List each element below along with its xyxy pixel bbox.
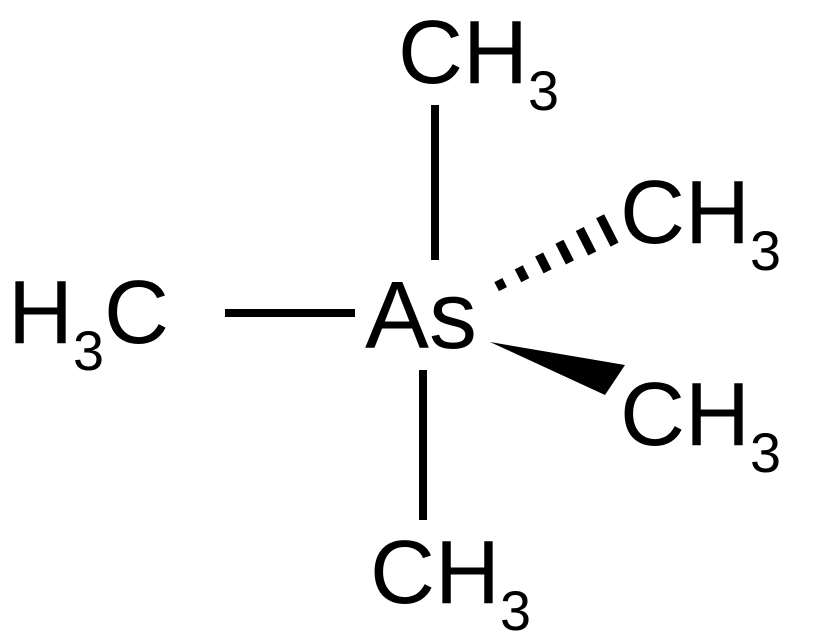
substituent-top: CH3 — [398, 8, 559, 111]
molecule-diagram: As CH3 H3C CH3 CH3 CH3 — [0, 0, 830, 632]
substituent-right-upper: CH3 — [620, 168, 781, 271]
substituent-left: H3C — [8, 268, 169, 371]
substituent-bottom: CH3 — [370, 528, 531, 631]
substituent-right-lower: CH3 — [620, 370, 781, 473]
center-atom-label: As — [365, 268, 477, 364]
